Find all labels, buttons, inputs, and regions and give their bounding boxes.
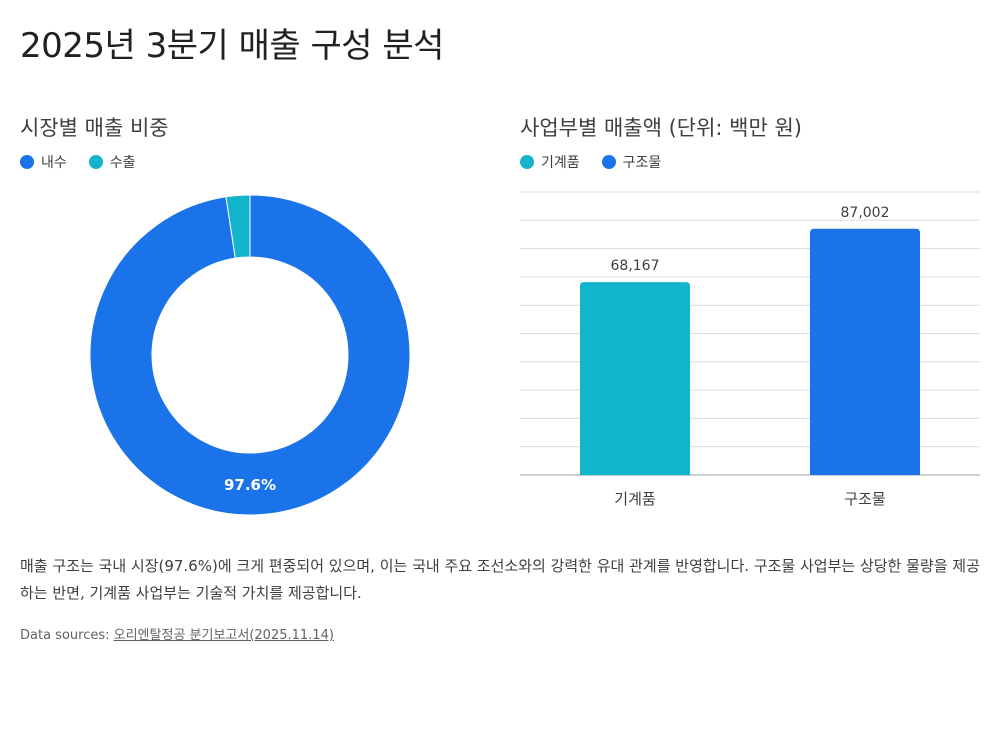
- market-share-donut-chart: 97.6%: [89, 194, 411, 516]
- page-title: 2025년 3분기 매출 구성 분석: [20, 26, 444, 66]
- data-sources-label: Data sources:: [20, 628, 110, 643]
- legend-swatch-domestic: [20, 155, 34, 169]
- data-source-link[interactable]: 오리엔탈정공 분기보고서(2025.11.14): [113, 628, 334, 643]
- legend-label-domestic: 내수: [41, 155, 67, 171]
- analysis-summary: 매출 구조는 국내 시장(97.6%)에 크게 편중되어 있으며, 이는 국내 …: [20, 557, 980, 602]
- market-share-legend: 내수 수출: [20, 152, 136, 172]
- market-share-chart-title: 시장별 매출 비중: [20, 116, 169, 140]
- legend-swatch-machinery: [520, 155, 534, 169]
- legend-swatch-structures: [601, 155, 616, 169]
- legend-swatch-export: [88, 155, 103, 169]
- donut-data-label-domestic: 97.6%: [224, 476, 276, 494]
- division-revenue-chart-title: 사업부별 매출액 (단위: 백만 원): [520, 116, 803, 140]
- bar-structures: [810, 228, 920, 475]
- legend-label-export: 수출: [109, 155, 136, 171]
- bar-value-label-structures: 87,002: [841, 205, 890, 221]
- bar-value-label-machinery: 68,167: [611, 258, 660, 274]
- donut-slice-domestic: [89, 194, 411, 516]
- division-revenue-bar-chart: 68,167 기계품 87,002 구조물: [520, 191, 980, 508]
- legend-item-machinery: 기계품: [520, 152, 580, 172]
- legend-item-export: 수출: [88, 152, 136, 172]
- division-revenue-legend: 기계품 구조물: [520, 152, 661, 172]
- data-sources: Data sources: 오리엔탈정공 분기보고서(2025.11.14): [20, 624, 334, 643]
- bar-category-label-structures: 구조물: [844, 490, 885, 508]
- legend-item-structures: 구조물: [601, 152, 662, 172]
- bar-machinery: [580, 282, 690, 475]
- donut-slice-export: [225, 194, 251, 259]
- legend-label-structures: 구조물: [622, 155, 662, 171]
- bar-category-label-machinery: 기계품: [614, 490, 655, 508]
- legend-label-machinery: 기계품: [541, 155, 580, 171]
- legend-item-domestic: 내수: [20, 152, 67, 172]
